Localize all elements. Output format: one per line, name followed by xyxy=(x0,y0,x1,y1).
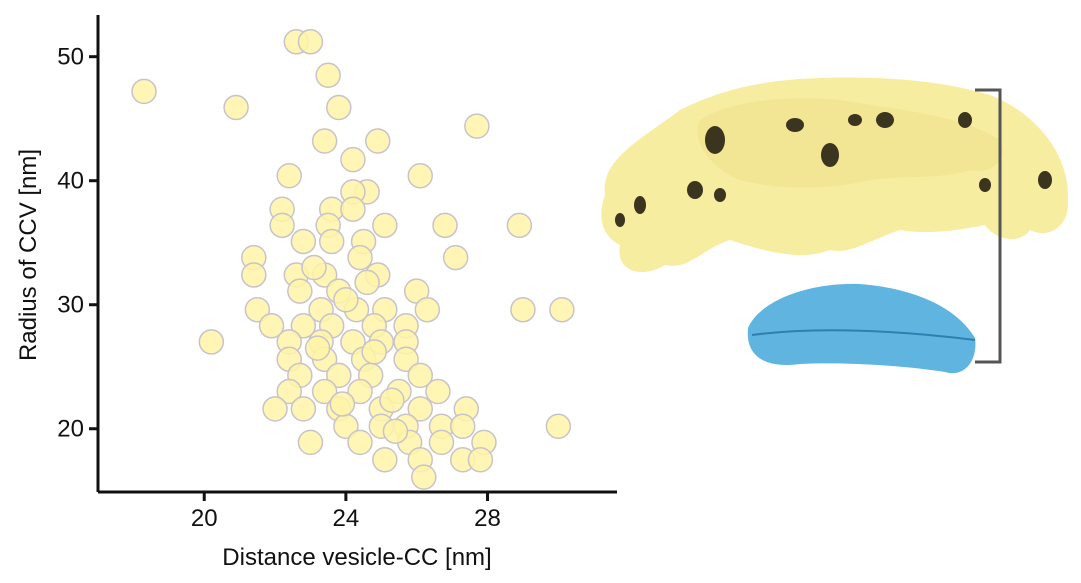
point xyxy=(546,414,570,438)
point xyxy=(465,114,489,138)
point xyxy=(224,96,248,120)
point xyxy=(415,298,439,322)
point xyxy=(380,388,404,412)
point xyxy=(263,397,287,421)
y-tick-label: 50 xyxy=(57,44,84,71)
point xyxy=(373,213,397,237)
y-axis-label: Radius of CCV [nm] xyxy=(15,149,42,361)
x-tick-label: 20 xyxy=(191,505,218,532)
point xyxy=(412,465,436,489)
point xyxy=(468,448,492,472)
point xyxy=(291,229,315,253)
point xyxy=(316,63,340,87)
point xyxy=(298,430,322,454)
y-tick-label: 20 xyxy=(57,416,84,443)
point xyxy=(132,79,156,103)
point xyxy=(330,392,354,416)
point xyxy=(291,397,315,421)
point xyxy=(362,340,386,364)
point xyxy=(277,164,301,188)
plot-area xyxy=(132,30,574,489)
point xyxy=(348,246,372,270)
point xyxy=(383,419,407,443)
point xyxy=(348,430,372,454)
point xyxy=(327,96,351,120)
point xyxy=(199,330,223,354)
point xyxy=(242,263,266,287)
point xyxy=(408,164,432,188)
point xyxy=(507,213,531,237)
figure: Distance vesicle-CC [nm] Radius of CCV [… xyxy=(0,0,1081,578)
point xyxy=(429,430,453,454)
point xyxy=(298,30,322,54)
point xyxy=(444,246,468,270)
point xyxy=(451,414,475,438)
x-axis-label: Distance vesicle-CC [nm] xyxy=(222,544,491,571)
point xyxy=(355,270,379,294)
point xyxy=(334,288,358,312)
point xyxy=(373,448,397,472)
point xyxy=(341,148,365,172)
x-tick-label: 28 xyxy=(474,505,501,532)
structure-render xyxy=(601,78,1068,374)
point xyxy=(270,213,294,237)
point xyxy=(511,298,535,322)
point xyxy=(550,298,574,322)
point xyxy=(288,279,312,303)
point xyxy=(313,129,337,153)
point xyxy=(366,129,390,153)
point xyxy=(433,213,457,237)
x-tick-label: 24 xyxy=(333,505,360,532)
point xyxy=(341,197,365,221)
y-tick-label: 30 xyxy=(57,292,84,319)
y-tick-label: 40 xyxy=(57,168,84,195)
point xyxy=(426,380,450,404)
point xyxy=(320,229,344,253)
point xyxy=(302,256,326,280)
point xyxy=(306,336,330,360)
